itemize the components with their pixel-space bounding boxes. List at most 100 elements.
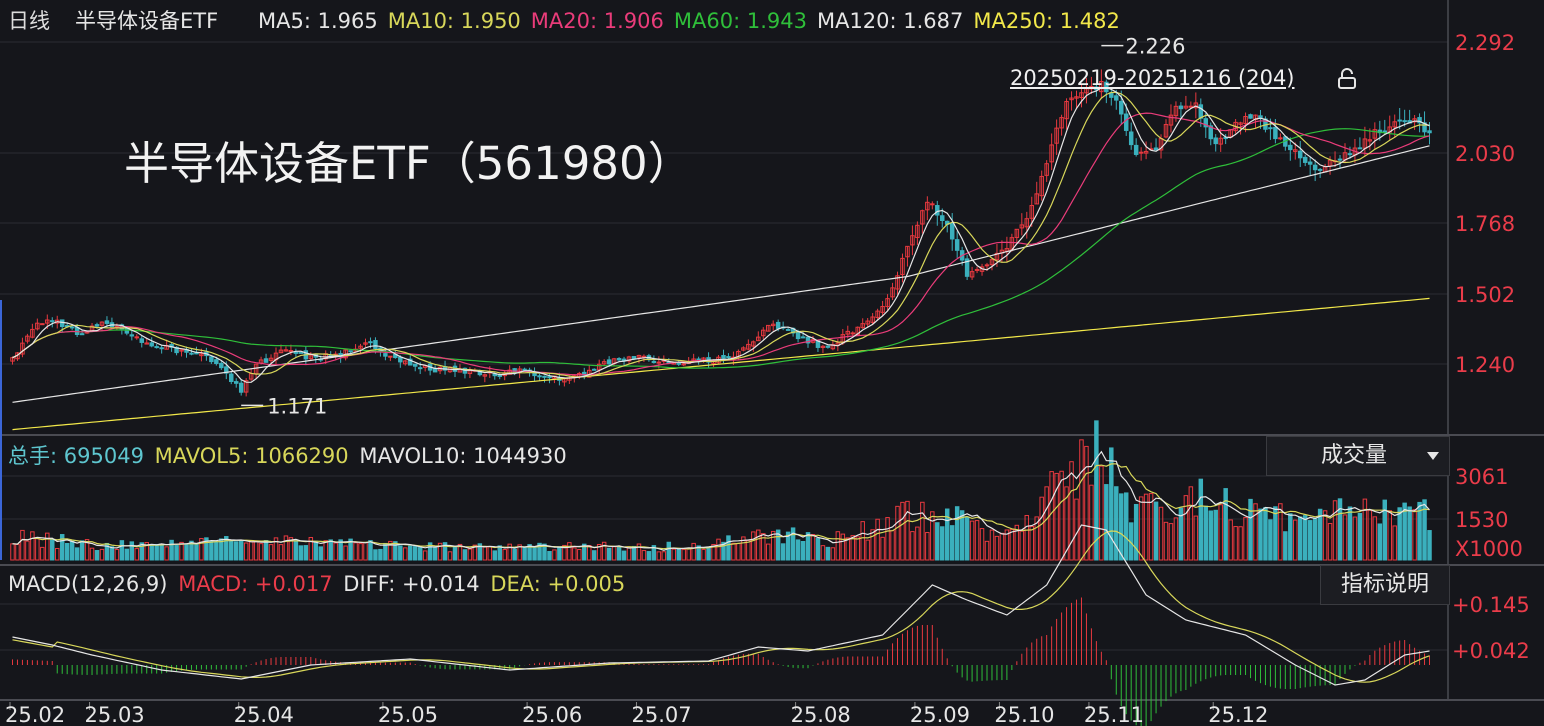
volume-bar — [253, 540, 259, 561]
volume-bar — [905, 500, 910, 561]
candle — [626, 356, 632, 362]
candle — [850, 332, 855, 335]
candle — [845, 330, 851, 335]
candle — [895, 275, 900, 290]
candle — [373, 340, 378, 350]
x-tick-label: 25.07 — [631, 703, 691, 726]
candle — [925, 201, 930, 211]
volume-bar — [84, 539, 90, 561]
volume-bar — [606, 547, 612, 561]
volume-bar — [477, 543, 483, 561]
candle — [1208, 125, 1213, 140]
volume-bar — [1029, 525, 1034, 561]
volume-bar — [64, 542, 70, 561]
volume-bar — [1337, 498, 1343, 561]
volume-bar — [999, 532, 1005, 561]
candle — [636, 354, 642, 358]
volume-bar — [661, 551, 667, 561]
volume-bar — [711, 543, 716, 561]
volume-bar — [1392, 525, 1397, 561]
candle — [308, 355, 314, 360]
candle — [263, 358, 269, 363]
volume-bar — [974, 520, 980, 561]
candle — [238, 382, 244, 393]
volume-bar — [611, 546, 617, 561]
volume-bar — [199, 538, 204, 561]
ma10-line — [12, 91, 1430, 378]
candle — [45, 319, 50, 324]
volume-bar — [273, 537, 279, 561]
volume-bar — [785, 531, 791, 561]
volume-bar — [790, 527, 796, 561]
lock-icon[interactable] — [1337, 68, 1357, 90]
mavol5-line — [12, 450, 1430, 551]
x-tick-label: 25.11 — [1084, 703, 1144, 726]
candle — [1198, 104, 1204, 119]
candle — [1064, 101, 1069, 120]
volume-bar — [30, 531, 35, 561]
volume-bar — [209, 540, 214, 561]
candle — [751, 341, 756, 347]
volume-bar — [1019, 530, 1025, 561]
candle — [30, 328, 35, 338]
volume-bar — [119, 540, 125, 561]
volume-bar — [636, 543, 642, 561]
volume-bar — [388, 540, 393, 561]
security-name: 半导体设备ETF — [75, 9, 219, 33]
candle — [368, 341, 373, 344]
candle — [681, 363, 686, 366]
candle — [765, 324, 771, 332]
candle — [1312, 164, 1318, 171]
volume-bar — [676, 548, 681, 561]
candle — [288, 350, 294, 353]
volume-bar — [562, 544, 567, 561]
candle — [1123, 113, 1129, 131]
volume-bar — [109, 546, 115, 561]
volume-bar — [1248, 498, 1253, 561]
volume-bar — [368, 540, 373, 561]
volume-indicator-dropdown[interactable]: 成交量 — [1266, 436, 1450, 476]
volume-bar — [378, 548, 383, 561]
period-label[interactable]: 日线 — [8, 9, 50, 33]
dea-value: +0.005 — [547, 572, 626, 596]
volume-bar — [358, 543, 363, 561]
candle — [1203, 118, 1209, 128]
volume-bar — [557, 546, 562, 561]
volume-bar — [149, 545, 154, 561]
volume-bar — [547, 551, 552, 561]
volume-bar — [1278, 503, 1283, 561]
candle — [432, 368, 438, 373]
volume-bar — [343, 545, 348, 561]
indicator-help-button[interactable]: 指标说明 — [1320, 565, 1450, 605]
volume-bar — [1387, 510, 1392, 561]
volume-bar — [1258, 508, 1263, 561]
candle — [930, 203, 935, 206]
volume-bar — [800, 540, 806, 561]
volume-bar — [288, 537, 294, 561]
volume-bar — [880, 536, 885, 561]
candle — [174, 346, 179, 354]
range-label[interactable]: 20250219-20251216 (204) — [1010, 66, 1295, 90]
candle — [512, 368, 517, 373]
volume-bar — [1243, 517, 1248, 561]
candle — [1288, 144, 1293, 151]
volume-bar — [616, 546, 622, 561]
candle — [20, 342, 25, 355]
macd-value: +0.017 — [254, 572, 333, 596]
volume-bar — [20, 529, 25, 561]
volume-bar — [582, 543, 587, 561]
volume-bar — [89, 547, 95, 561]
candle — [69, 326, 75, 329]
volume-bar — [1123, 492, 1129, 561]
volume-bar — [154, 543, 159, 561]
volume-bar — [189, 540, 194, 561]
volume-bar — [1253, 503, 1258, 561]
volume-bar — [427, 542, 433, 561]
candle — [885, 298, 890, 308]
volume-bar — [830, 547, 836, 561]
volume-bar — [482, 546, 488, 561]
ma-legend-item: MA5: 1.965 — [258, 9, 378, 33]
candle — [79, 333, 85, 336]
volume-bar — [492, 550, 498, 561]
